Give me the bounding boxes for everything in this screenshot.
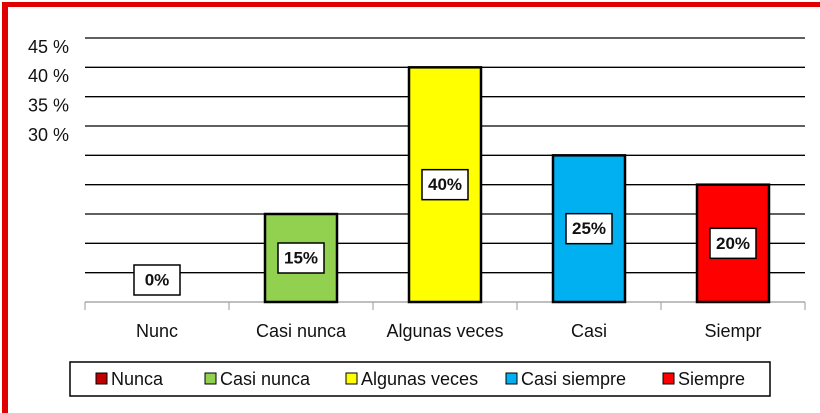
legend-label: Nunca [111,369,164,389]
x-tick-label: Nunc [136,321,178,341]
legend-label: Algunas veces [361,369,478,389]
data-label-box [565,212,613,245]
legend-swatch [95,372,108,385]
x-tick-label: Siempr [704,321,761,341]
bar [695,183,771,304]
y-tick-label: 40 % [28,66,69,86]
x-tick-label: Casi nunca [256,321,347,341]
y-tick-label: 30 % [28,125,69,145]
y-tick-label: 45 % [28,37,69,57]
data-label: 15% [284,248,318,267]
data-label-box [709,227,757,260]
data-label: 25% [572,219,606,238]
legend-label: Siempre [678,369,745,389]
legend-swatch [505,372,518,385]
x-tick-label: Algunas veces [386,321,503,341]
data-label-box [277,242,325,274]
y-tick-label: 35 % [28,95,69,115]
legend-box [69,361,771,397]
legend-label: Casi nunca [220,369,311,389]
data-label-box [133,264,181,296]
x-tick-label: Casi [571,321,607,341]
frame-left [2,2,8,413]
data-label: 20% [716,234,750,253]
data-label: 40% [428,175,462,194]
legend-swatch [345,372,358,385]
data-label-box [421,168,469,201]
frame-top [2,2,820,7]
data-label: 0% [145,270,170,289]
legend-swatch [204,372,217,385]
legend-swatch [662,372,675,385]
legend-label: Casi siempre [521,369,626,389]
